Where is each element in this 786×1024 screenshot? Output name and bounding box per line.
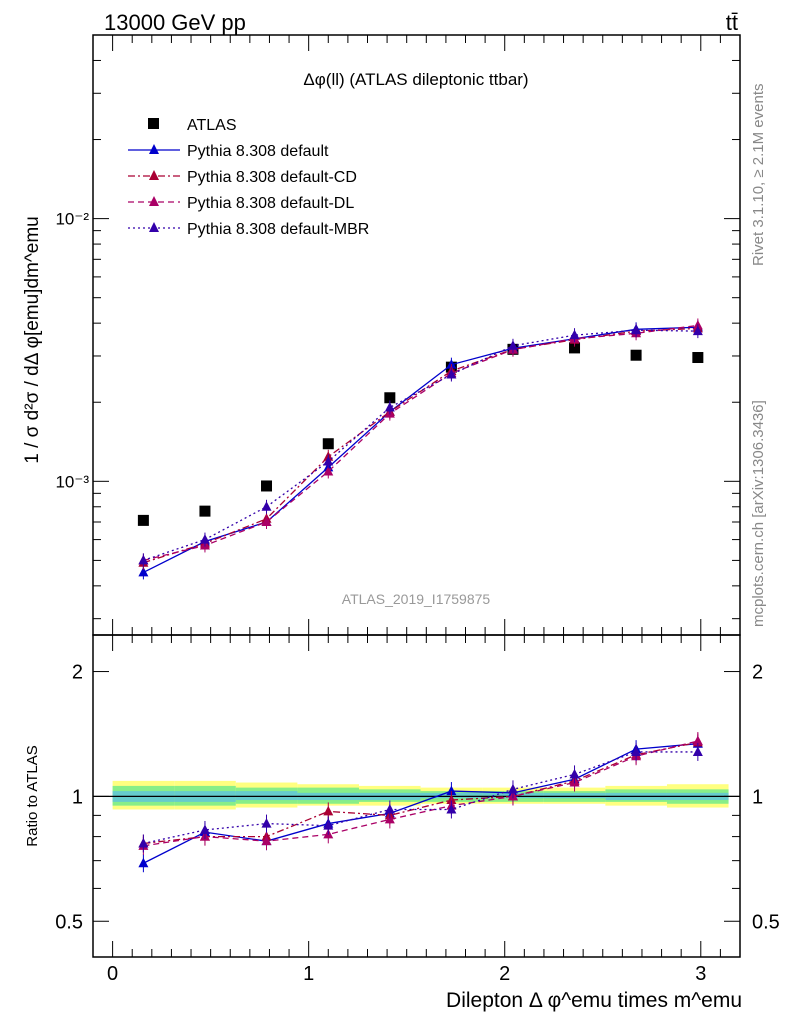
ratio-ylabel: Ratio to ATLAS <box>24 745 41 846</box>
main-series-line <box>143 329 698 562</box>
ratio-ticks: 0.5 0.5 1 1 2 2 0 1 2 3 <box>55 635 780 985</box>
mc-point <box>446 369 457 379</box>
rivet-label: Rivet 3.1.10, ≥ 2.1M events <box>750 84 767 267</box>
x-tick-label: 3 <box>695 963 706 985</box>
atlas-data-point <box>199 505 211 517</box>
mc-point <box>507 340 518 350</box>
ratio-y-tick-label-right: 0.5 <box>752 911 780 933</box>
ratio-y-tick-label: 2 <box>72 662 83 684</box>
ratio-point <box>507 783 518 794</box>
atlas-data-point <box>261 480 273 492</box>
legend-entry: Pythia 8.308 default-CD <box>128 169 357 186</box>
mc-point <box>569 329 580 340</box>
atlas-data-point <box>322 438 334 450</box>
main-series-line <box>143 327 698 564</box>
legend-marker <box>148 118 159 129</box>
ratio-y-tick-label-right: 1 <box>752 786 763 808</box>
ratio-y-tick-label-right: 2 <box>752 662 763 684</box>
ratio-point <box>261 818 272 828</box>
ratio-point <box>138 857 149 868</box>
ratio-point <box>692 735 703 746</box>
ratio-point <box>446 785 457 796</box>
main-series-line <box>143 326 698 573</box>
ratio-point <box>631 746 642 756</box>
x-axis-label: Dilepton Δ φ^emu times m^emu <box>446 989 742 1012</box>
legend-entry: Pythia 8.308 default-DL <box>128 195 354 212</box>
mc-point <box>261 516 272 527</box>
x-tick-label: 2 <box>499 963 510 985</box>
ratio-series-line <box>143 741 698 845</box>
mc-point <box>199 534 210 544</box>
ratio-panel: 0.5 0.5 1 1 2 2 0 1 2 3 Ratio to ATLAS Dilepton Δ… <box>24 634 780 1012</box>
legend-marker <box>149 170 159 180</box>
mc-point <box>261 501 272 511</box>
process-label: 13000 GeV pp <box>104 10 246 35</box>
uncertainty-band <box>235 791 298 801</box>
mc-point <box>323 455 334 466</box>
atlas-data-point <box>384 392 396 404</box>
atlas-data-point <box>137 514 149 526</box>
mc-point <box>138 566 149 577</box>
legend-entry: ATLAS <box>148 117 237 134</box>
main-panel: 10⁻³ 10⁻² Δφ(ll) (ATLAS dileptonic ttbar)… <box>22 34 741 636</box>
legend-entry: Pythia 8.308 default-MBR <box>128 221 369 238</box>
main-plot-area <box>137 318 704 580</box>
main-y-tick-label: 10⁻² <box>55 210 89 229</box>
ratio-point <box>384 803 395 814</box>
ratio-point <box>692 746 703 756</box>
ratio-point <box>384 813 395 824</box>
mc-point <box>323 465 334 476</box>
legend-label: Pythia 8.308 default <box>187 143 329 160</box>
mc-point <box>138 554 149 565</box>
main-y-ticks: 10⁻³ 10⁻² <box>55 34 741 635</box>
ratio-y-tick-label: 0.5 <box>55 911 83 933</box>
legend-marker <box>149 144 159 154</box>
main-y-tick-label: 10⁻³ <box>55 472 89 491</box>
ratio-y-tick-label: 1 <box>72 786 83 808</box>
x-tick-label: 0 <box>107 963 118 985</box>
main-series-line <box>143 324 698 562</box>
legend-label: ATLAS <box>187 117 237 134</box>
ratio-series-line <box>143 751 698 845</box>
uncertainty-band <box>543 792 606 799</box>
ratio-plot-area <box>93 732 740 873</box>
main-ylabel: 1 / σ d²σ / dΔ φ[emu]dm^emu <box>22 216 43 463</box>
ratio-point <box>569 768 580 779</box>
main-title: Δφ(ll) (ATLAS dileptonic ttbar) <box>303 70 528 89</box>
mc-point <box>446 359 457 369</box>
legend-marker <box>149 196 159 206</box>
mc-point <box>384 401 395 412</box>
legend: ATLAS Pythia 8.308 default Pythia 8.308 de… <box>128 117 369 238</box>
legend-marker <box>149 222 159 232</box>
ratio-point <box>323 820 334 830</box>
x-tick-label: 1 <box>303 963 314 985</box>
tag-label: tt̄ <box>726 10 738 35</box>
legend-label: Pythia 8.308 default-CD <box>187 169 357 186</box>
ratio-point <box>446 803 457 814</box>
ratio-point <box>261 835 272 846</box>
atlas-data-point <box>630 349 642 361</box>
ratio-series-line <box>143 740 699 847</box>
mcplots-label: mcplots.cern.ch [arXiv:1306.3436] <box>750 400 767 627</box>
legend-label: Pythia 8.308 default-MBR <box>187 221 369 238</box>
legend-label: Pythia 8.308 default-DL <box>187 195 354 212</box>
watermark: ATLAS_2019_I1759875 <box>342 591 491 607</box>
ratio-point <box>199 824 210 834</box>
mc-point <box>631 324 642 335</box>
legend-entry: Pythia 8.308 default <box>128 143 329 160</box>
mc-point <box>692 325 703 336</box>
atlas-data-point <box>692 352 704 364</box>
atlas-data-point <box>569 342 581 354</box>
ratio-point <box>138 837 149 848</box>
ratio-point <box>323 805 334 816</box>
